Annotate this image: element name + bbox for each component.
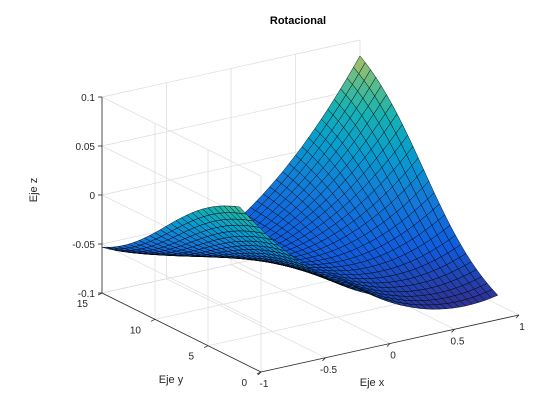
y-axis-line <box>101 292 262 373</box>
surface-patch <box>485 289 499 299</box>
x-tick-label: 0.5 <box>451 336 465 347</box>
x-tick-label: 0 <box>390 351 396 362</box>
z-tick-label: -0.1 <box>78 289 96 300</box>
back-wall-grid-line <box>101 39 361 98</box>
y-tick-mark <box>203 345 209 349</box>
y-axis-label: Eje y <box>159 374 184 386</box>
x-tick-label: -0.5 <box>320 365 338 376</box>
x-axis-label: Eje x <box>360 377 385 389</box>
floor-grid-line <box>230 264 391 344</box>
z-axis-label: Eje z <box>28 178 40 202</box>
z-tick-label: 0.05 <box>76 142 96 153</box>
z-tick-label: 0.1 <box>81 93 95 104</box>
y-tick-label: 15 <box>77 299 89 310</box>
y-tick-label: 0 <box>241 378 247 389</box>
x-tick-mark <box>386 343 391 347</box>
x-tick-mark <box>451 329 455 333</box>
chart-title: Rotacional <box>270 15 326 27</box>
floor-grid-line <box>166 278 326 359</box>
x-tick-label: -1 <box>260 379 269 390</box>
back-wall-grid-line <box>101 88 361 147</box>
z-tick-label: -0.05 <box>72 240 95 251</box>
y-tick-mark <box>256 371 262 375</box>
x-tick-mark <box>322 357 326 362</box>
side-wall-grid-line <box>101 243 262 324</box>
surface-mesh <box>101 55 499 310</box>
side-wall-grid-line <box>101 96 262 177</box>
z-tick-label: 0 <box>89 191 95 202</box>
y-tick-label: 5 <box>188 352 194 363</box>
x-tick-mark <box>515 314 520 319</box>
y-tick-mark <box>150 318 156 322</box>
y-tick-label: 10 <box>130 325 142 336</box>
x-tick-label: 1 <box>519 322 525 333</box>
